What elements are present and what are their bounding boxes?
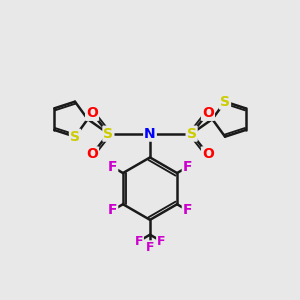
Text: S: S bbox=[103, 127, 113, 141]
Text: F: F bbox=[157, 235, 166, 248]
Text: F: F bbox=[134, 235, 143, 248]
Text: O: O bbox=[202, 106, 214, 120]
Text: F: F bbox=[146, 241, 154, 254]
Text: F: F bbox=[108, 160, 117, 174]
Text: F: F bbox=[108, 203, 117, 217]
Text: O: O bbox=[86, 106, 98, 120]
Text: S: S bbox=[70, 130, 80, 144]
Text: N: N bbox=[144, 127, 156, 141]
Text: O: O bbox=[202, 148, 214, 161]
Text: O: O bbox=[86, 148, 98, 161]
Text: S: S bbox=[220, 94, 230, 109]
Text: F: F bbox=[183, 160, 192, 174]
Text: S: S bbox=[187, 127, 196, 141]
Text: F: F bbox=[183, 203, 192, 217]
